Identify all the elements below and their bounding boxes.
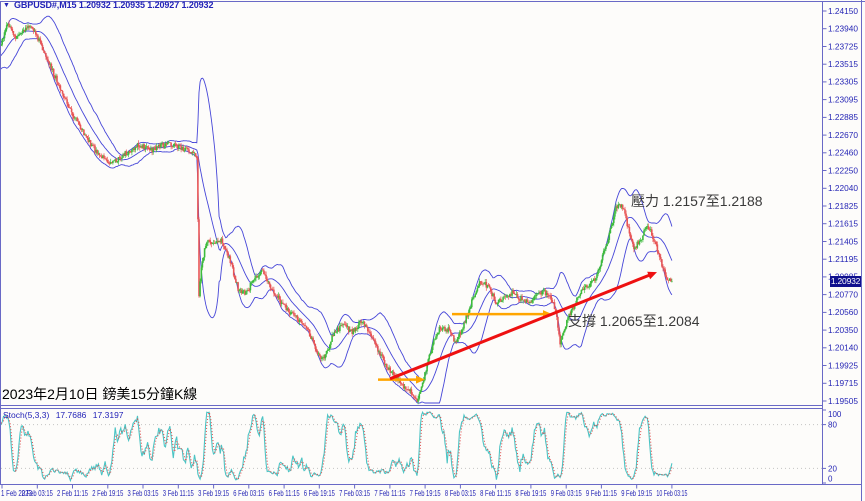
current-price-badge: 1.20932 bbox=[830, 276, 861, 287]
time-axis-label: 6 Feb 19:15 bbox=[304, 489, 335, 498]
price-axis-label: 1.20770 bbox=[828, 290, 859, 299]
time-axis-label: 3 Feb 03:15 bbox=[128, 489, 159, 498]
chart-title-ohlc: GBPUSD#,M15 1.20932 1.20935 1.20927 1.20… bbox=[14, 0, 214, 10]
time-axis-label: 2 Feb 19:15 bbox=[92, 489, 123, 498]
time-axis-label: 7 Feb 03:15 bbox=[339, 489, 370, 498]
time-axis-label: 3 Feb 19:15 bbox=[198, 489, 229, 498]
price-axis-label: 1.22885 bbox=[828, 113, 859, 122]
time-axis-label: 2 Feb 03:15 bbox=[22, 489, 53, 498]
date-caption: 2023年2月10日 鎊美15分鐘K線 bbox=[2, 386, 198, 402]
price-axis-label: 1.21615 bbox=[828, 220, 859, 229]
stochastic-indicator-label: Stoch(5,3,3) 17.7686 17.3197 bbox=[3, 410, 128, 420]
resistance-annotation[interactable]: 壓力 1.2157至1.2188 bbox=[631, 193, 763, 209]
symbol-dropdown-icon[interactable]: ▼ bbox=[3, 2, 10, 9]
time-axis-label: 8 Feb 03:15 bbox=[445, 489, 476, 498]
stoch-scale-label: 20 bbox=[828, 464, 837, 473]
price-axis[interactable]: 1.24150 1.23940 1.23725 1.23515 1.23305 1.230… bbox=[822, 7, 859, 406]
price-axis-label: 1.22670 bbox=[828, 131, 859, 140]
price-axis-label: 1.23305 bbox=[828, 78, 859, 87]
time-axis-label: 10 Feb 03:15 bbox=[656, 489, 687, 498]
time-axis-label: 7 Feb 19:15 bbox=[410, 489, 441, 498]
price-axis-label: 1.23095 bbox=[828, 95, 859, 104]
time-axis-label: 3 Feb 11:15 bbox=[163, 489, 194, 498]
stoch-k-line bbox=[0, 410, 673, 483]
time-axis-label: 1 Feb 2023 bbox=[1, 489, 32, 498]
price-axis-label: 1.22460 bbox=[828, 149, 859, 158]
support-annotation[interactable]: 支撐 1.2065至1.2084 bbox=[568, 313, 700, 329]
stoch-scale-label: 80 bbox=[828, 421, 837, 430]
bollinger-upper-line[interactable] bbox=[0, 15, 673, 382]
stoch-name: Stoch(5,3,3) bbox=[3, 410, 50, 420]
price-axis-label: 1.19715 bbox=[828, 379, 859, 388]
price-axis-label: 1.22250 bbox=[828, 166, 859, 175]
red-uptrend-line-arrowhead[interactable] bbox=[647, 271, 657, 280]
bollinger-bands-group[interactable] bbox=[0, 15, 673, 404]
price-axis-label: 1.23725 bbox=[828, 42, 859, 51]
stoch-scale-axis[interactable]: 100 80 20 0 bbox=[822, 409, 842, 484]
time-axis-label: 9 Feb 19:15 bbox=[621, 489, 652, 498]
stoch-scale-label: 0 bbox=[828, 475, 833, 484]
time-axis-label: 9 Feb 03:15 bbox=[551, 489, 582, 498]
time-axis-label: 8 Feb 11:15 bbox=[480, 489, 511, 498]
price-axis-label: 1.20560 bbox=[828, 308, 859, 317]
stoch-scale-label: 100 bbox=[828, 410, 842, 419]
price-axis-label: 1.22040 bbox=[828, 184, 859, 193]
price-axis-label: 1.19925 bbox=[828, 361, 859, 370]
bollinger-middle-line[interactable] bbox=[0, 30, 673, 392]
time-axis-label: 2 Feb 11:15 bbox=[57, 489, 88, 498]
price-axis-label: 1.23940 bbox=[828, 25, 859, 34]
time-axis-label: 6 Feb 11:15 bbox=[269, 489, 300, 498]
time-axis-label: 7 Feb 11:15 bbox=[374, 489, 405, 498]
price-axis-label: 1.19505 bbox=[828, 397, 859, 406]
red-uptrend-line[interactable] bbox=[389, 272, 653, 381]
price-axis-label: 1.20140 bbox=[828, 344, 859, 353]
stoch-d-value: 17.3197 bbox=[92, 410, 124, 420]
orange-low-arrow-arrowhead[interactable] bbox=[416, 375, 425, 384]
price-axis-label: 1.21825 bbox=[828, 202, 859, 211]
price-axis-label: 1.20350 bbox=[828, 326, 859, 335]
price-axis-label: 1.24150 bbox=[828, 7, 859, 16]
price-axis-label: 1.21405 bbox=[828, 237, 859, 246]
candles-group bbox=[0, 20, 673, 405]
time-axis-label: 9 Feb 11:15 bbox=[586, 489, 617, 498]
price-axis-label: 1.21195 bbox=[828, 255, 859, 264]
stoch-k-value: 17.7686 bbox=[55, 410, 87, 420]
time-axis-label: 6 Feb 03:15 bbox=[233, 489, 264, 498]
analyst-drawings[interactable] bbox=[378, 271, 657, 384]
time-axis-label: 8 Feb 19:15 bbox=[515, 489, 546, 498]
price-axis-label: 1.23515 bbox=[828, 60, 859, 69]
